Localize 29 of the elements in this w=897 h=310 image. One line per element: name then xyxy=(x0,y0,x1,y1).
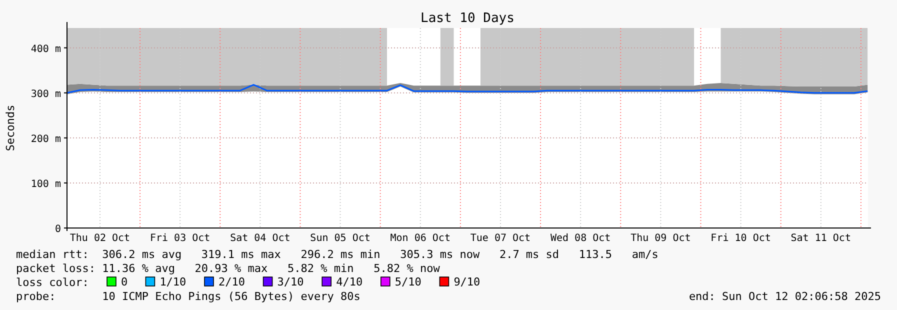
legend-label: 0 xyxy=(121,276,128,288)
x-tick-label: Mon 06 Oct xyxy=(390,233,450,244)
chart-title: Last 10 Days xyxy=(420,11,514,26)
y-tick-label: 300 m xyxy=(30,88,61,100)
x-tick-label: Fri 10 Oct xyxy=(710,233,771,244)
y-axis-title: Seconds xyxy=(4,104,17,152)
x-tick-label: Fri 03 Oct xyxy=(150,233,210,244)
x-tick-label: Sat 11 Oct xyxy=(790,233,851,244)
text: end: Sun Oct 12 02:06:58 2025 xyxy=(688,290,881,303)
x-tick-label: Thu 02 Oct xyxy=(70,233,130,244)
legend-label: 3/10 xyxy=(277,276,304,288)
text: packet loss: 11.36 % avg 20.93 % max 5.82 % min 5.82 % now xyxy=(16,262,440,275)
legend-label: 4/10 xyxy=(336,276,363,288)
text: probe: 10 ICMP Echo Pings (56 Bytes) every 80s xyxy=(16,290,360,303)
text: median rtt: 306.2 ms avg 319.1 ms max 296.2 ms min 305.3 ms now 2.7 ms sd 113.5 am/s xyxy=(16,248,658,261)
y-tick-label: 200 m xyxy=(30,134,61,145)
legend-label: 9/10 xyxy=(454,276,480,288)
legend-label: 1/10 xyxy=(160,276,186,288)
x-tick-label: Tue 07 Oct xyxy=(470,233,531,244)
legend-label: 2/10 xyxy=(218,276,245,288)
x-tick-label: Sun 05 Oct xyxy=(310,233,370,244)
legend-title: loss color: xyxy=(16,276,89,289)
y-tick-label: 400 m xyxy=(30,44,61,55)
x-tick-label: Wed 08 Oct xyxy=(550,233,611,244)
legend-label: 5/10 xyxy=(394,276,422,288)
x-tick-label: Thu 09 Oct xyxy=(630,233,691,244)
y-tick-label: 100 m xyxy=(30,178,61,190)
x-tick-label: Sat 04 Oct xyxy=(230,233,290,244)
y-tick-label: 0 xyxy=(54,224,61,235)
